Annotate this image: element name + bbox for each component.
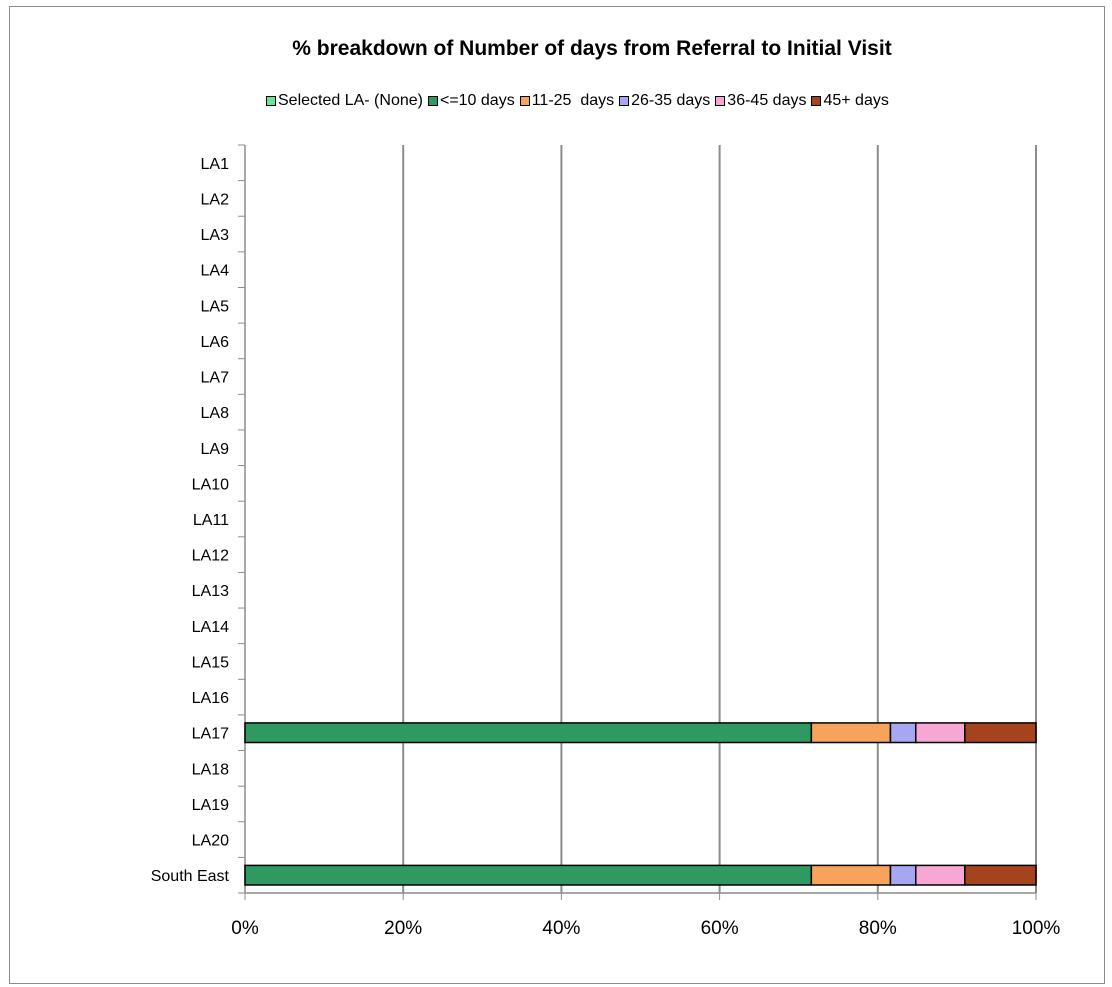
legend-label: 45+ days xyxy=(823,92,889,109)
x-tick-label: 80% xyxy=(859,918,897,939)
legend-label: <=10 days xyxy=(439,92,515,109)
x-tick-label: 40% xyxy=(542,918,580,939)
legend-item: <=10 days xyxy=(427,92,515,110)
bar-segment xyxy=(889,722,917,744)
category-label: LA19 xyxy=(192,797,229,814)
category-label: LA5 xyxy=(201,298,230,315)
legend-swatch xyxy=(715,96,726,106)
category-label: LA12 xyxy=(192,548,229,565)
x-tick-label: 60% xyxy=(701,918,739,939)
legend-swatch xyxy=(266,96,276,106)
bar-segment xyxy=(244,864,813,886)
chart-title: % breakdown of Number of days from Refer… xyxy=(292,37,892,60)
legend-swatch xyxy=(427,96,438,106)
category-label: LA15 xyxy=(192,654,229,671)
bar-segment xyxy=(810,864,892,886)
category-label: LA10 xyxy=(192,476,229,493)
legend: Selected LA- (None) <=10 days 11-25 days 26… xyxy=(266,92,894,110)
legend-label: 26-35 days xyxy=(631,92,711,109)
category-label: LA7 xyxy=(201,370,230,387)
legend-label: 36-45 days xyxy=(727,92,807,109)
category-label: LA8 xyxy=(201,405,230,422)
category-label: LA16 xyxy=(192,690,229,707)
legend-item: 26-35 days xyxy=(619,92,710,110)
x-tick-label: 100% xyxy=(1012,918,1061,939)
chart-frame: % breakdown of Number of days from Refer… xyxy=(9,6,1105,984)
category-label: LA20 xyxy=(192,833,229,850)
legend-label: 11-25 days xyxy=(531,92,615,109)
legend-item: 11-25 days xyxy=(519,92,615,110)
legend-item: Selected LA- (None) xyxy=(266,92,423,110)
bar-segment xyxy=(915,722,966,744)
x-tick-label: 20% xyxy=(384,918,422,939)
legend-label: Selected LA- (None) xyxy=(278,92,423,109)
category-label: LA18 xyxy=(192,761,229,778)
category-label: LA4 xyxy=(201,263,230,280)
category-label: LA14 xyxy=(192,619,229,636)
category-label: South East xyxy=(151,868,230,885)
legend-swatch xyxy=(519,96,530,106)
legend-item: 36-45 days xyxy=(715,92,806,110)
legend-item: 45+ days xyxy=(811,92,889,110)
bar-segment xyxy=(915,864,966,886)
bar-segment xyxy=(810,722,892,744)
bar-segment xyxy=(964,864,1037,886)
category-label: LA1 xyxy=(201,156,230,173)
category-label: LA17 xyxy=(192,726,229,743)
category-label: LA2 xyxy=(201,191,230,208)
legend-swatch xyxy=(619,96,630,106)
legend-swatch xyxy=(811,96,822,106)
bar-segment xyxy=(889,864,917,886)
category-label: LA9 xyxy=(201,441,230,458)
category-label: LA13 xyxy=(192,583,229,600)
category-label: LA3 xyxy=(201,227,230,244)
bar-segment xyxy=(244,722,813,744)
x-tick-label: 0% xyxy=(231,918,259,939)
category-label: LA11 xyxy=(193,512,229,529)
bar-segment xyxy=(964,722,1037,744)
category-label: LA6 xyxy=(201,334,230,351)
